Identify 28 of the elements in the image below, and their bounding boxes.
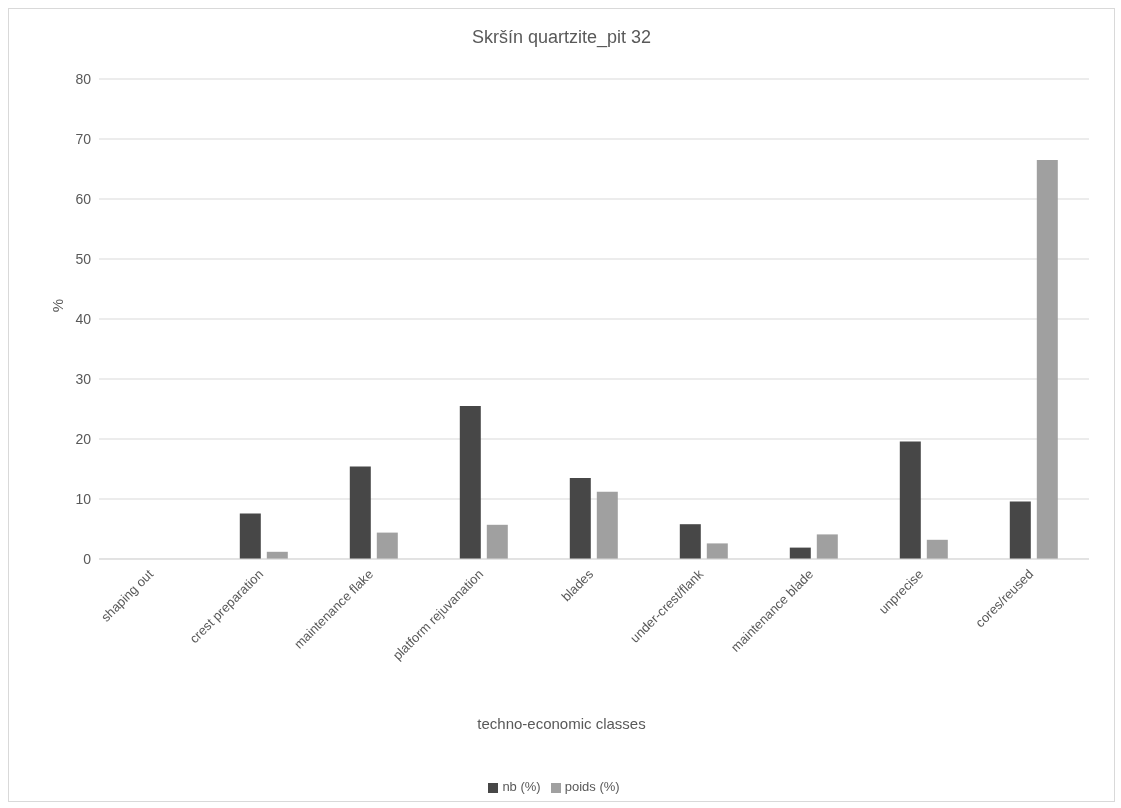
bar [1036,160,1058,559]
legend-label: nb (%) [502,779,541,794]
y-tick-label: 0 [83,550,92,567]
y-tick-label: 50 [75,250,92,267]
bar [239,513,261,559]
bar [569,478,591,559]
bar [926,539,948,559]
y-tick-label: 30 [75,370,92,387]
bar [459,406,481,559]
bar [596,491,618,559]
y-axis-title: % [49,298,67,313]
y-tick-label: 20 [75,430,92,447]
y-tick-label: 70 [75,130,92,147]
y-tick-label: 10 [75,490,92,507]
bar [706,543,728,559]
y-tick-label: 60 [75,190,92,207]
bar [376,532,398,559]
bar [816,534,838,559]
y-tick-label: 80 [75,70,92,87]
bar [486,524,508,559]
legend-label: poids (%) [564,779,620,794]
chart-title: Skršín quartzite_pit 32 [470,27,653,48]
bar [899,441,921,559]
bar [679,524,701,559]
y-tick-label: 40 [75,310,92,327]
bar [349,466,371,559]
bar [1009,501,1031,559]
x-axis-title: techno-economic classes [476,715,647,732]
